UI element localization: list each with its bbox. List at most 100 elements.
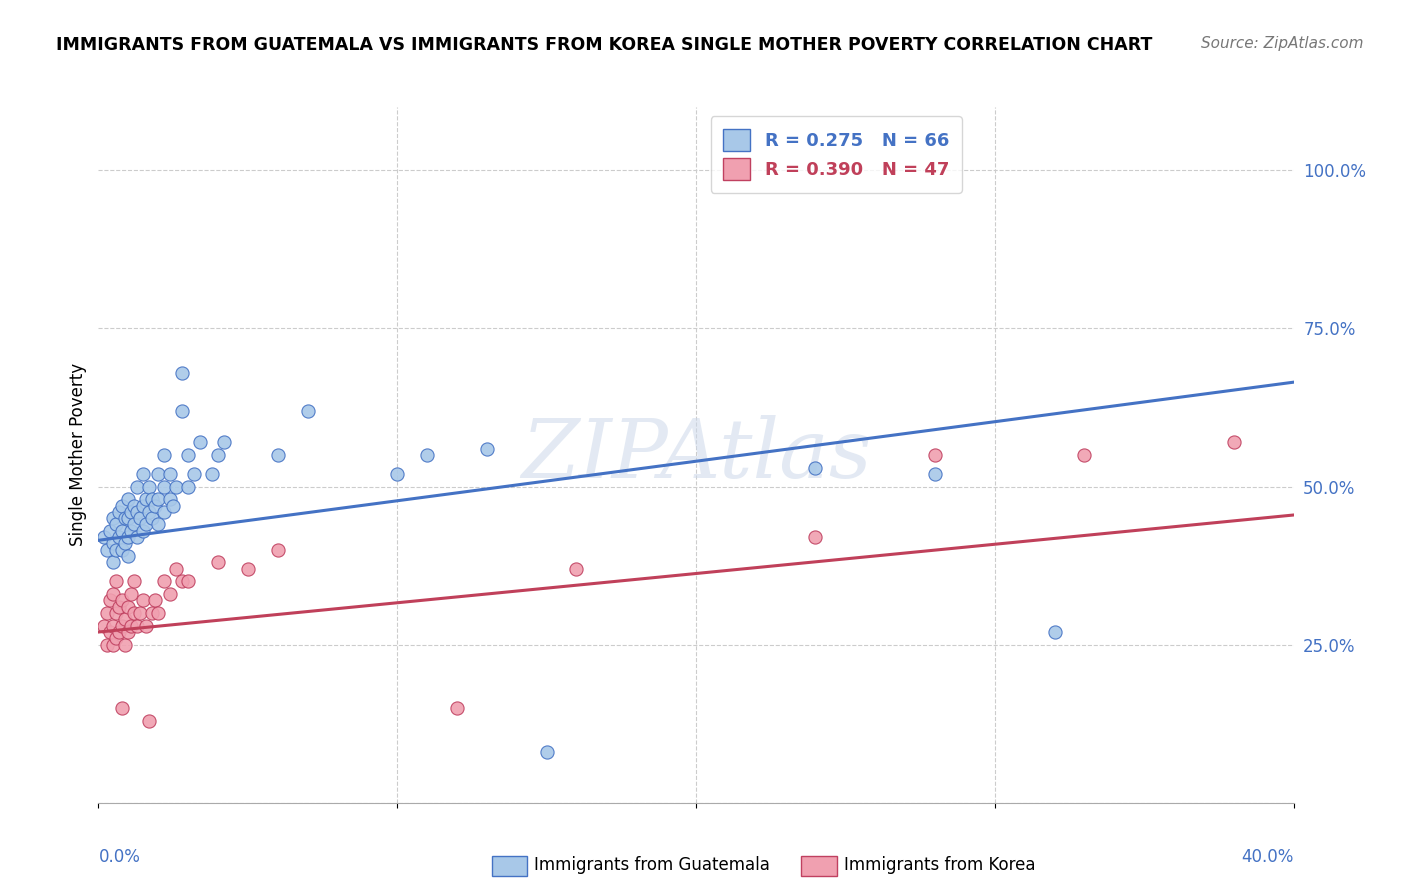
- Point: [96, 606, 118, 620]
- Text: ZIPAtlas: ZIPAtlas: [520, 415, 872, 495]
- Point: [111, 499, 134, 513]
- Point: [124, 606, 146, 620]
- Point: [536, 745, 558, 759]
- Point: [165, 562, 187, 576]
- Point: [135, 492, 157, 507]
- Text: Immigrants from Guatemala: Immigrants from Guatemala: [534, 856, 770, 874]
- Point: [143, 499, 166, 513]
- Point: [148, 606, 170, 620]
- Point: [132, 524, 155, 538]
- Point: [98, 593, 122, 607]
- Point: [385, 467, 409, 481]
- Point: [103, 587, 125, 601]
- Point: [105, 542, 128, 557]
- Text: 40.0%: 40.0%: [1241, 848, 1294, 866]
- Text: 0.0%: 0.0%: [98, 848, 141, 866]
- Point: [120, 618, 142, 632]
- Point: [129, 606, 152, 620]
- Point: [124, 574, 146, 589]
- Point: [267, 542, 290, 557]
- Point: [148, 492, 170, 507]
- Point: [172, 403, 194, 417]
- Point: [165, 479, 187, 493]
- Point: [127, 530, 149, 544]
- Point: [804, 530, 827, 544]
- Point: [172, 366, 194, 380]
- Point: [103, 511, 125, 525]
- Point: [132, 593, 155, 607]
- Point: [103, 536, 125, 550]
- Point: [103, 556, 125, 570]
- Point: [124, 499, 146, 513]
- Point: [111, 618, 134, 632]
- Point: [105, 574, 128, 589]
- Point: [177, 574, 200, 589]
- Point: [207, 556, 229, 570]
- Point: [127, 505, 149, 519]
- Point: [105, 517, 128, 532]
- Point: [120, 524, 142, 538]
- Point: [804, 460, 827, 475]
- Y-axis label: Single Mother Poverty: Single Mother Poverty: [69, 363, 87, 547]
- Point: [924, 467, 946, 481]
- Point: [120, 505, 142, 519]
- Point: [188, 435, 211, 450]
- Point: [108, 625, 131, 640]
- Point: [132, 467, 155, 481]
- Point: [153, 574, 176, 589]
- Point: [183, 467, 205, 481]
- Point: [103, 618, 125, 632]
- Point: [108, 599, 131, 614]
- Point: [201, 467, 224, 481]
- Point: [103, 638, 125, 652]
- Point: [105, 606, 128, 620]
- Point: [148, 467, 170, 481]
- Point: [565, 562, 588, 576]
- Point: [117, 599, 139, 614]
- Point: [207, 448, 229, 462]
- Point: [924, 448, 946, 462]
- Point: [148, 517, 170, 532]
- Point: [177, 448, 200, 462]
- Text: IMMIGRANTS FROM GUATEMALA VS IMMIGRANTS FROM KOREA SINGLE MOTHER POVERTY CORRELA: IMMIGRANTS FROM GUATEMALA VS IMMIGRANTS …: [56, 36, 1153, 54]
- Point: [98, 524, 122, 538]
- Text: Source: ZipAtlas.com: Source: ZipAtlas.com: [1201, 36, 1364, 51]
- Point: [141, 492, 163, 507]
- Point: [236, 562, 259, 576]
- Point: [159, 492, 181, 507]
- Point: [96, 542, 118, 557]
- Point: [141, 606, 163, 620]
- Point: [114, 638, 136, 652]
- Point: [1073, 448, 1095, 462]
- Point: [159, 467, 181, 481]
- Point: [267, 448, 290, 462]
- Point: [127, 479, 149, 493]
- Point: [124, 517, 146, 532]
- Point: [153, 448, 176, 462]
- Point: [120, 587, 142, 601]
- Point: [138, 479, 160, 493]
- Point: [111, 542, 134, 557]
- Point: [416, 448, 439, 462]
- Point: [111, 593, 134, 607]
- Point: [98, 625, 122, 640]
- Point: [1043, 625, 1066, 640]
- Point: [1223, 435, 1246, 450]
- Point: [111, 701, 134, 715]
- Point: [138, 505, 160, 519]
- Point: [108, 505, 131, 519]
- Point: [114, 511, 136, 525]
- Point: [143, 593, 166, 607]
- Point: [135, 517, 157, 532]
- Point: [108, 530, 131, 544]
- Point: [159, 587, 181, 601]
- Point: [117, 511, 139, 525]
- Point: [105, 632, 128, 646]
- Point: [177, 479, 200, 493]
- Point: [446, 701, 468, 715]
- Point: [117, 492, 139, 507]
- Point: [138, 714, 160, 728]
- Point: [111, 524, 134, 538]
- Point: [212, 435, 235, 450]
- Point: [135, 618, 157, 632]
